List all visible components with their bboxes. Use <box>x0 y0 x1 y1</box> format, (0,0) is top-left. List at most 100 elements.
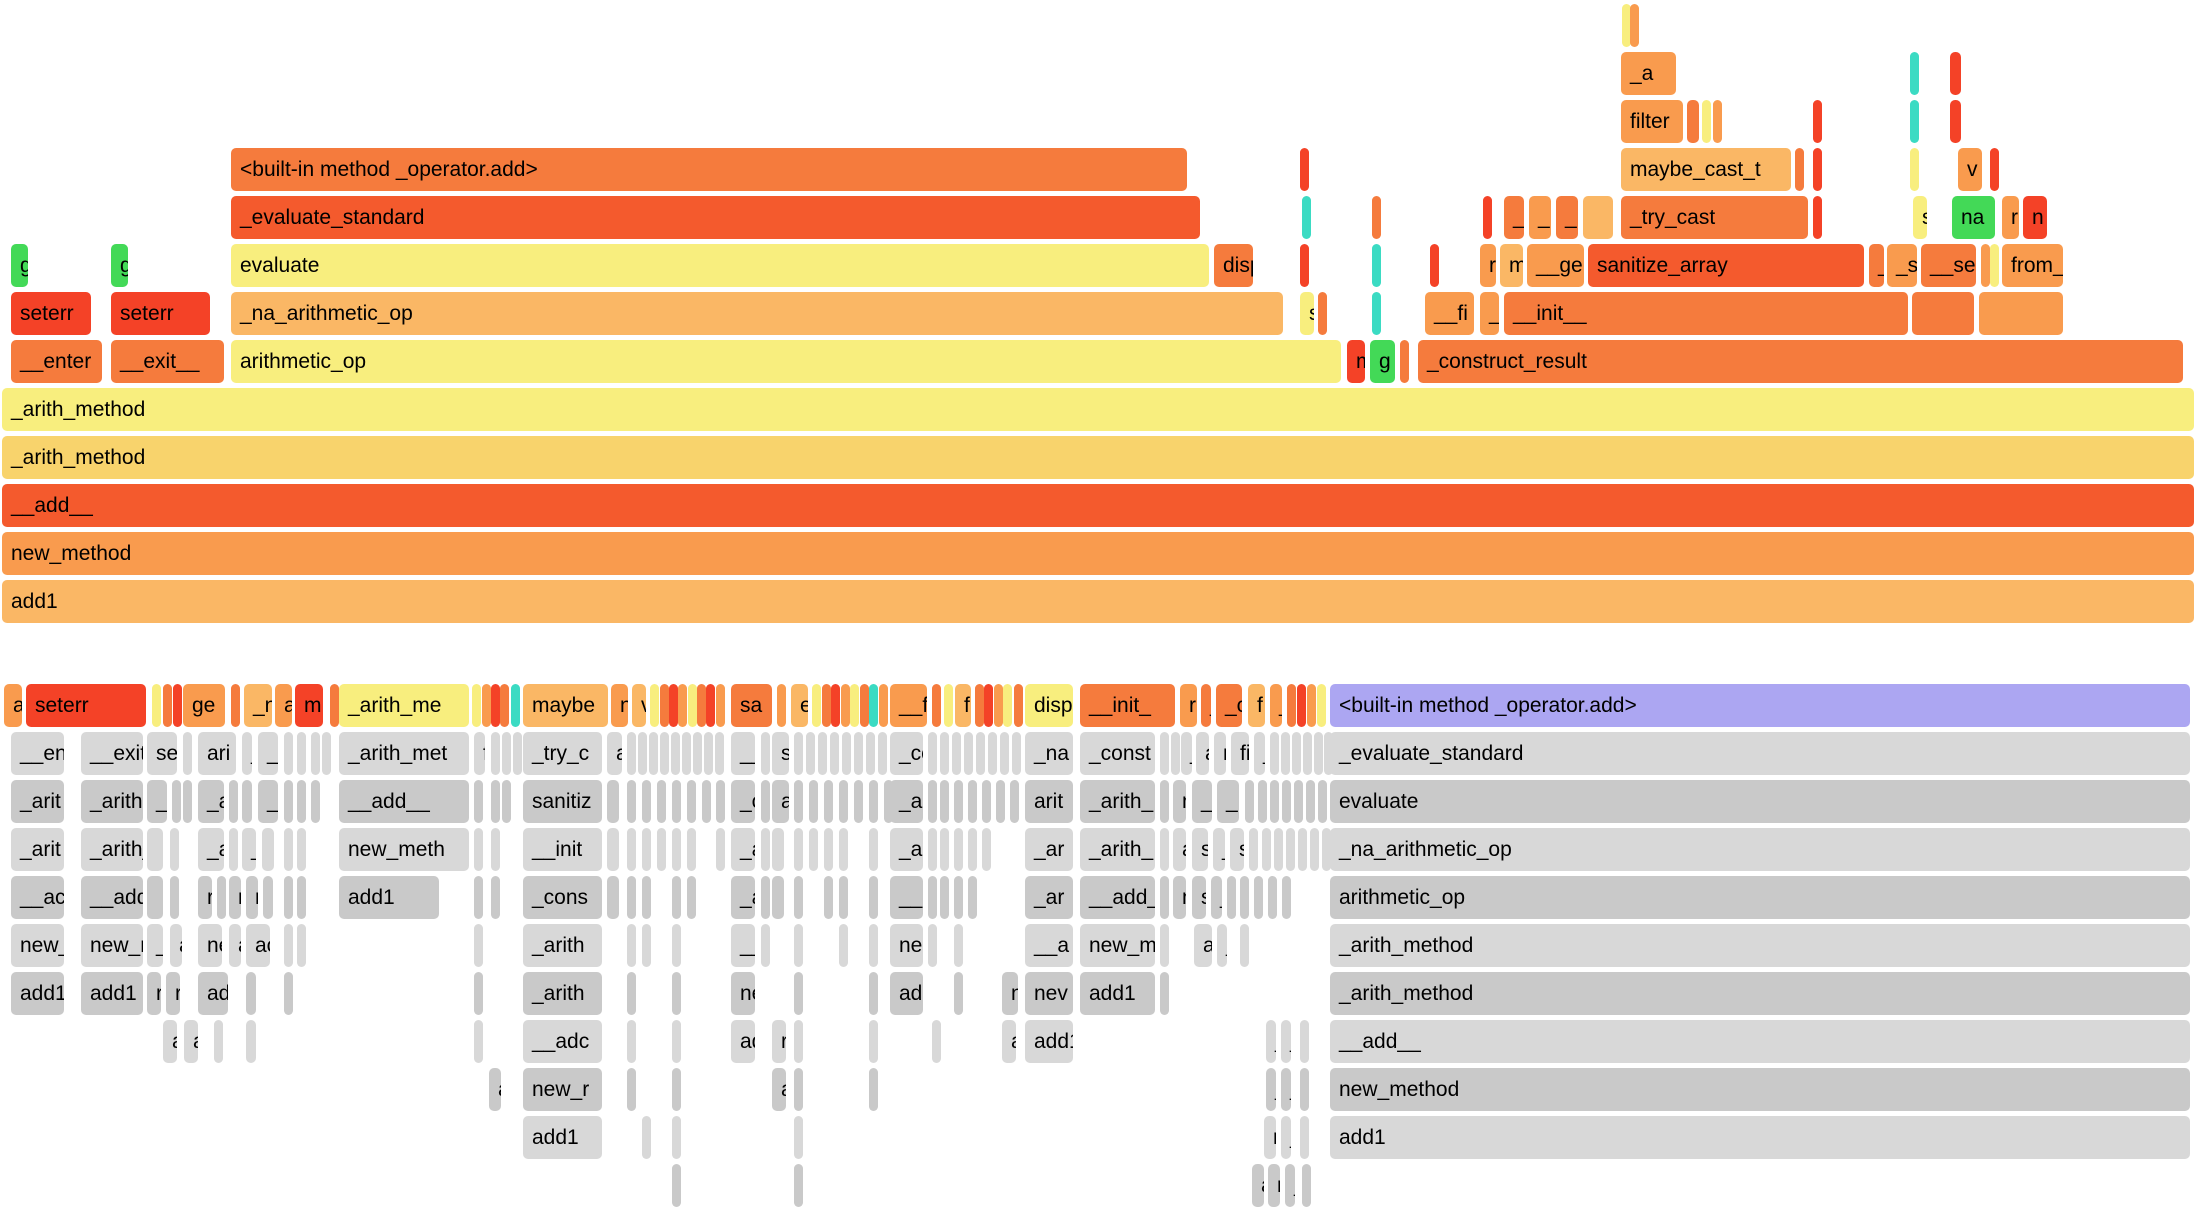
frame-enter[interactable]: __enter <box>11 340 102 383</box>
frame-arith[interactable]: _arith <box>81 780 143 823</box>
frame-add1[interactable]: add1 <box>523 1116 602 1159</box>
frame-sliver[interactable] <box>1270 780 1279 823</box>
frame-sliver[interactable] <box>794 1068 803 1111</box>
frame-sliver[interactable] <box>1307 684 1316 727</box>
frame-arit[interactable]: _arit <box>11 780 64 823</box>
frame-sliver[interactable] <box>284 876 293 919</box>
frame-sliver[interactable] <box>1300 1116 1309 1159</box>
frame-sliver[interactable] <box>928 924 937 967</box>
frame-sliver[interactable] <box>1813 148 1822 191</box>
frame-add1[interactable]: add1 <box>339 876 439 919</box>
frame-new-r[interactable]: new_r <box>81 924 143 967</box>
frame-ar[interactable]: _ar <box>890 780 923 823</box>
frame-sliver[interactable] <box>716 780 725 823</box>
frame-sliver[interactable] <box>1274 828 1283 871</box>
frame-sliver[interactable] <box>878 732 887 775</box>
frame-const[interactable]: _const <box>1080 732 1155 775</box>
frame-sliver[interactable] <box>649 732 658 775</box>
frame-sliver[interactable] <box>824 780 833 823</box>
frame-sliver[interactable] <box>716 684 725 727</box>
frame-sliver[interactable] <box>1254 876 1263 919</box>
frame-add[interactable]: __add <box>81 876 143 919</box>
frame-sliver[interactable] <box>1324 732 1333 775</box>
frame-e[interactable]: e <box>791 684 808 727</box>
frame-a[interactable]: a <box>1173 828 1186 871</box>
frame-sliver[interactable] <box>297 828 306 871</box>
frame-sliver[interactable] <box>976 732 985 775</box>
frame-sliver[interactable] <box>1240 924 1249 967</box>
frame-sliver[interactable] <box>1012 732 1021 775</box>
frame-r[interactable]: r <box>2002 196 2019 239</box>
frame-new-m[interactable]: new_m <box>1080 924 1155 967</box>
frame-sliver[interactable] <box>869 1020 878 1063</box>
frame-sliver[interactable] <box>642 780 651 823</box>
frame-sliver[interactable] <box>163 684 172 727</box>
frame-sliver[interactable] <box>502 780 511 823</box>
frame-disp[interactable]: disp <box>1214 244 1253 287</box>
frame-sliver[interactable] <box>984 684 993 727</box>
frame-arit[interactable]: _arit <box>11 828 64 871</box>
frame-sliver[interactable] <box>777 684 786 727</box>
frame-f[interactable]: f <box>1248 684 1265 727</box>
frame-sliver[interactable] <box>869 684 878 727</box>
frame-sliver[interactable] <box>822 684 831 727</box>
frame-n[interactable]: n <box>1002 972 1018 1015</box>
frame-sliver[interactable] <box>1314 732 1323 775</box>
frame-sliver[interactable] <box>1303 732 1312 775</box>
frame-sliver[interactable] <box>761 828 770 871</box>
frame-sliver[interactable] <box>1910 100 1919 143</box>
frame-ac[interactable]: ac <box>1194 924 1212 967</box>
frame-sliver[interactable] <box>954 972 963 1015</box>
frame-sliver[interactable] <box>627 732 636 775</box>
frame-sliver[interactable]: _ <box>1480 292 1499 335</box>
frame-se[interactable]: se <box>147 732 177 775</box>
frame-s[interactable]: s <box>1192 876 1206 919</box>
frame-a[interactable]: __a <box>1025 924 1073 967</box>
frame-sliver[interactable]: _ <box>1285 1164 1295 1207</box>
frame-sliver[interactable] <box>297 780 306 823</box>
frame-sliver[interactable] <box>928 828 937 871</box>
frame-arith-method[interactable]: _arith_method <box>2 388 2194 431</box>
frame-evaluate[interactable]: evaluate <box>231 244 1209 287</box>
frame-sliver[interactable] <box>1372 292 1381 335</box>
frame-ad[interactable]: ad <box>890 972 923 1015</box>
frame-sliver[interactable] <box>660 684 669 727</box>
frame-sliver[interactable]: _ <box>1181 732 1192 775</box>
frame-g[interactable]: g <box>1370 340 1395 383</box>
frame-ad[interactable]: ad <box>731 1020 755 1063</box>
frame-sliver[interactable] <box>1372 244 1381 287</box>
frame-sliver[interactable] <box>1270 732 1279 775</box>
frame-sliver[interactable] <box>297 732 306 775</box>
frame-na[interactable]: _na <box>1025 732 1073 775</box>
frame-sliver[interactable] <box>1622 4 1631 47</box>
frame-sliver[interactable] <box>944 684 953 727</box>
frame-sliver[interactable] <box>170 876 179 919</box>
frame-sliver[interactable] <box>869 1068 878 1111</box>
frame-sliver[interactable] <box>1000 732 1009 775</box>
frame-sliver[interactable] <box>1950 100 1961 143</box>
frame-sliver[interactable] <box>704 732 713 775</box>
frame-sliver[interactable] <box>284 780 293 823</box>
frame-a[interactable]: a <box>4 684 22 727</box>
frame-sliver[interactable] <box>982 780 991 823</box>
frame-add1[interactable]: add1 <box>2 580 2194 623</box>
frame-sliver[interactable] <box>761 924 770 967</box>
frame-add1[interactable]: add1 <box>11 972 64 1015</box>
frame-sliver[interactable] <box>687 828 696 871</box>
frame-v[interactable]: v <box>632 684 646 727</box>
frame-sliver[interactable] <box>1813 196 1822 239</box>
frame-sliver[interactable] <box>642 1116 651 1159</box>
frame-new-meth[interactable]: new_meth <box>339 828 469 871</box>
frame-arith-met[interactable]: _arith_met <box>339 732 469 775</box>
frame-ar[interactable]: _ar <box>1025 828 1073 871</box>
frame-arith[interactable]: _arith <box>523 924 602 967</box>
frame-sliver[interactable] <box>1630 4 1639 47</box>
frame-sliver[interactable] <box>672 780 681 823</box>
frame-sliver[interactable] <box>474 780 483 823</box>
frame-na-arithmetic-op[interactable]: _na_arithmetic_op <box>1330 828 2190 871</box>
frame-a[interactable]: a <box>1002 1020 1016 1063</box>
frame-g[interactable]: g <box>111 244 128 287</box>
frame-sliver[interactable] <box>482 684 491 727</box>
frame-sliver[interactable] <box>1282 876 1291 919</box>
frame-a[interactable]: _a <box>1621 52 1676 95</box>
